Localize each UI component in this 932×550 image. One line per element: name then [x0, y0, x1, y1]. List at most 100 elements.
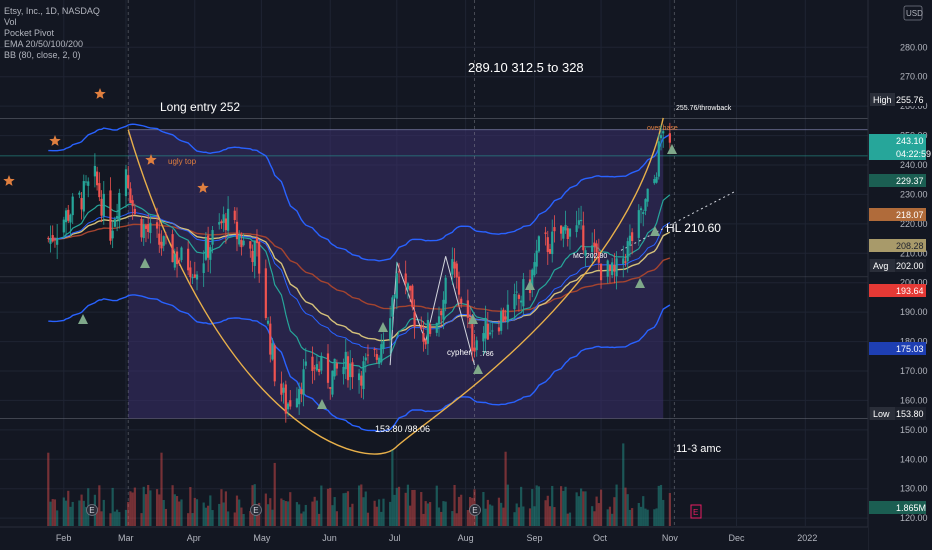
volume-bar: [451, 511, 454, 526]
price-label-tag-box: [870, 259, 895, 272]
annotation-over-base: over base: [647, 125, 678, 132]
candle-body: [326, 353, 330, 383]
price-tick-label: 150.00: [900, 425, 928, 435]
candle-body: [49, 238, 52, 244]
annotation-786: .786: [480, 351, 494, 358]
star-marker: [197, 182, 209, 193]
candle-body: [420, 326, 423, 329]
volume-bar: [271, 509, 274, 526]
volume-bar: [515, 503, 518, 526]
volume-bar: [204, 507, 207, 526]
candle-body: [624, 261, 627, 263]
volume-bar: [520, 486, 523, 526]
candle-body: [657, 141, 660, 177]
candle-body: [255, 237, 259, 244]
volume-bar: [233, 512, 236, 526]
candle-body: [82, 181, 85, 212]
candle-body: [238, 236, 241, 245]
volume-bar: [504, 451, 507, 526]
time-tick-label: Jul: [389, 533, 401, 543]
volume-bar: [442, 501, 445, 526]
candle-body: [47, 237, 50, 239]
volume-bar: [289, 492, 292, 526]
candle-body: [80, 198, 83, 210]
candle-body: [53, 239, 57, 241]
candle-body: [258, 241, 261, 274]
volume-bar: [311, 501, 314, 526]
candle-body: [98, 183, 101, 198]
volume-bar: [47, 452, 50, 526]
volume-bar: [608, 506, 612, 526]
candle-body: [364, 357, 367, 361]
candle-body: [544, 232, 547, 234]
volume-bar: [333, 497, 336, 526]
volume-bar: [227, 511, 230, 526]
candle-body: [517, 294, 521, 299]
earnings-icon: [86, 504, 98, 516]
candle-body: [455, 263, 458, 278]
volume-bar: [49, 501, 52, 526]
pocket-pivot-triangle: [635, 278, 645, 288]
volume-bar: [142, 486, 145, 526]
candle-body: [242, 240, 245, 246]
candle-body: [442, 299, 445, 320]
price-label-box: [869, 284, 926, 297]
candle-body: [211, 230, 214, 245]
price-tick-label: 280.00: [900, 42, 928, 52]
candle-body: [642, 212, 645, 215]
candle-body: [473, 347, 476, 352]
volume-bars: [47, 443, 671, 526]
candle-body: [382, 341, 385, 349]
volume-bar: [422, 513, 425, 526]
volume-bar: [491, 505, 494, 526]
time-tick-label: Apr: [187, 533, 201, 543]
candle-body: [346, 356, 350, 381]
candle-body: [409, 286, 412, 291]
volume-bar: [575, 492, 578, 526]
volume-bar: [298, 504, 301, 526]
time-tick-label: Oct: [593, 533, 608, 543]
candle-body: [302, 369, 305, 395]
volume-bar: [628, 509, 632, 526]
candle-body: [204, 238, 207, 260]
candle-body: [158, 233, 161, 245]
volume-bar: [280, 498, 283, 526]
price-label-tag: Low: [873, 409, 890, 419]
candle-body: [129, 188, 132, 203]
price-label-box: [869, 147, 926, 160]
volume-bar: [615, 484, 618, 526]
volume-bar: [500, 502, 503, 526]
candle-body: [502, 309, 505, 322]
candle-body: [318, 368, 321, 372]
price-tick-label: 260.00: [900, 101, 928, 111]
annotation-ugly-top: ugly top: [168, 157, 197, 166]
volume-bar: [53, 499, 57, 526]
volume-bar: [457, 496, 461, 526]
projection-line: [620, 191, 736, 251]
volume-bar: [528, 508, 532, 526]
volume-bar: [220, 489, 223, 526]
candle-body: [357, 373, 361, 381]
candle-body: [631, 232, 634, 242]
volume-bar: [202, 502, 205, 526]
candle-body: [189, 267, 192, 278]
volume-bar: [96, 507, 99, 526]
candle-body: [577, 220, 580, 225]
volume-bar: [331, 505, 334, 526]
volume-bar: [131, 492, 134, 526]
volume-bar: [269, 498, 272, 526]
candle-body: [289, 400, 292, 407]
volume-bar: [659, 484, 663, 526]
volume-bar: [533, 506, 536, 526]
volume-bar: [113, 511, 116, 526]
volume-bar: [133, 487, 136, 526]
candle-body: [162, 236, 165, 246]
candle-body: [202, 263, 205, 273]
time-tick-label: Sep: [526, 533, 542, 543]
volume-bar: [164, 508, 168, 526]
volume-bar: [366, 512, 370, 526]
candle-body: [315, 364, 318, 371]
pocket-pivot-triangle: [140, 258, 150, 268]
candle-body: [606, 260, 609, 277]
